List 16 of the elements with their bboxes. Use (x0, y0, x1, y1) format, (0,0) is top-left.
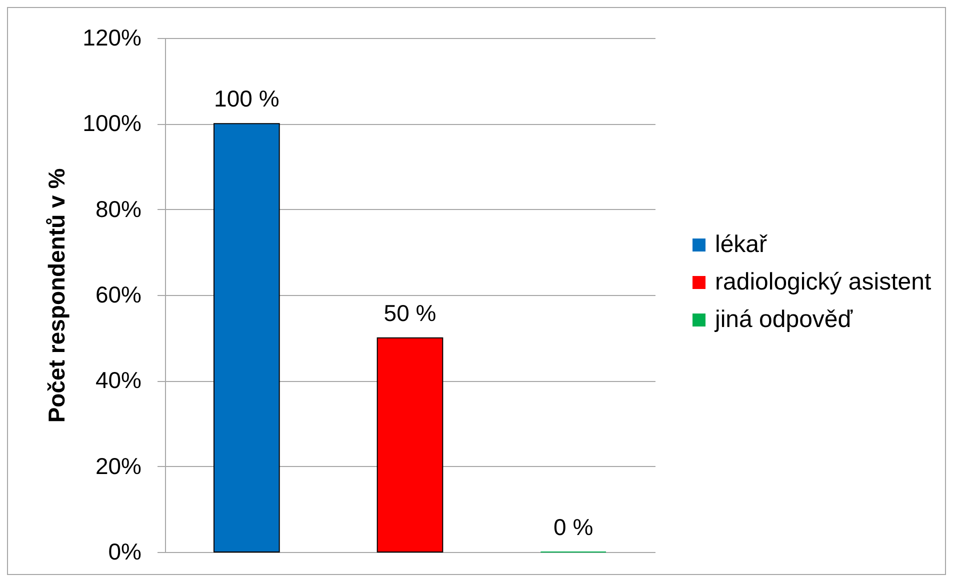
data-label: 50 % (384, 300, 436, 326)
y-tick-label: 20% (95, 452, 142, 479)
y-tick-label: 80% (95, 196, 142, 222)
bar (376, 337, 444, 552)
y-tick-label: 60% (95, 282, 142, 308)
y-tick-label: 0% (108, 538, 142, 564)
data-label: 0 % (554, 514, 594, 540)
bar (214, 123, 280, 552)
y-tick-label: 40% (95, 367, 142, 394)
y-tick-label: 100% (82, 110, 142, 136)
legend-label: jiná odpověď (714, 306, 853, 333)
y-axis-title: Počet respondentů v % (44, 168, 70, 423)
y-tick-label: 120% (82, 24, 142, 50)
legend-label: lékař (715, 231, 768, 258)
legend-label: radiologický asistent (715, 268, 932, 296)
data-label: 100 % (214, 86, 280, 112)
